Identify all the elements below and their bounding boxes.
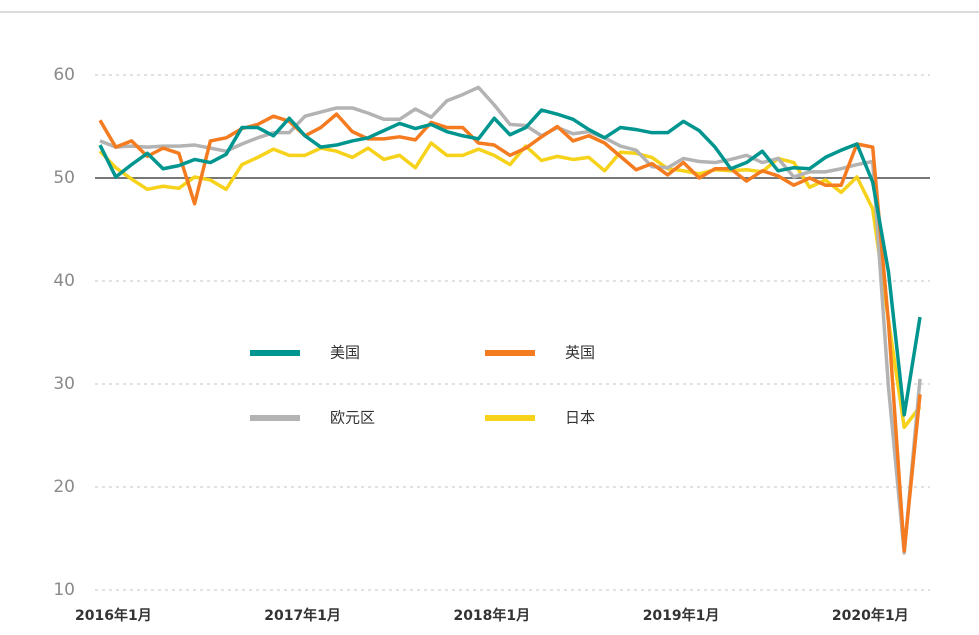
legend-label: 美国 [330,344,360,362]
legend-label: 英国 [565,344,595,362]
series-line [98,112,922,553]
y-tick-label: 10 [53,580,75,600]
series-line [98,141,922,430]
y-tick-label: 60 [53,65,75,85]
x-tick-label: 2019年1月 [643,607,720,624]
x-tick-label: 2017年1月 [264,607,341,624]
series-line [99,85,922,555]
y-tick-label: 20 [53,477,75,497]
y-tick-label: 30 [53,374,75,394]
y-tick-label: 50 [53,168,75,188]
legend-label: 欧元区 [330,409,375,427]
series-line [98,108,922,417]
x-tick-label: 2018年1月 [453,607,530,624]
x-tick-label: 2020年1月 [832,607,909,624]
y-tick-label: 40 [53,271,75,291]
legend-label: 日本 [565,409,595,427]
x-tick-label: 2016年1月 [75,607,152,624]
